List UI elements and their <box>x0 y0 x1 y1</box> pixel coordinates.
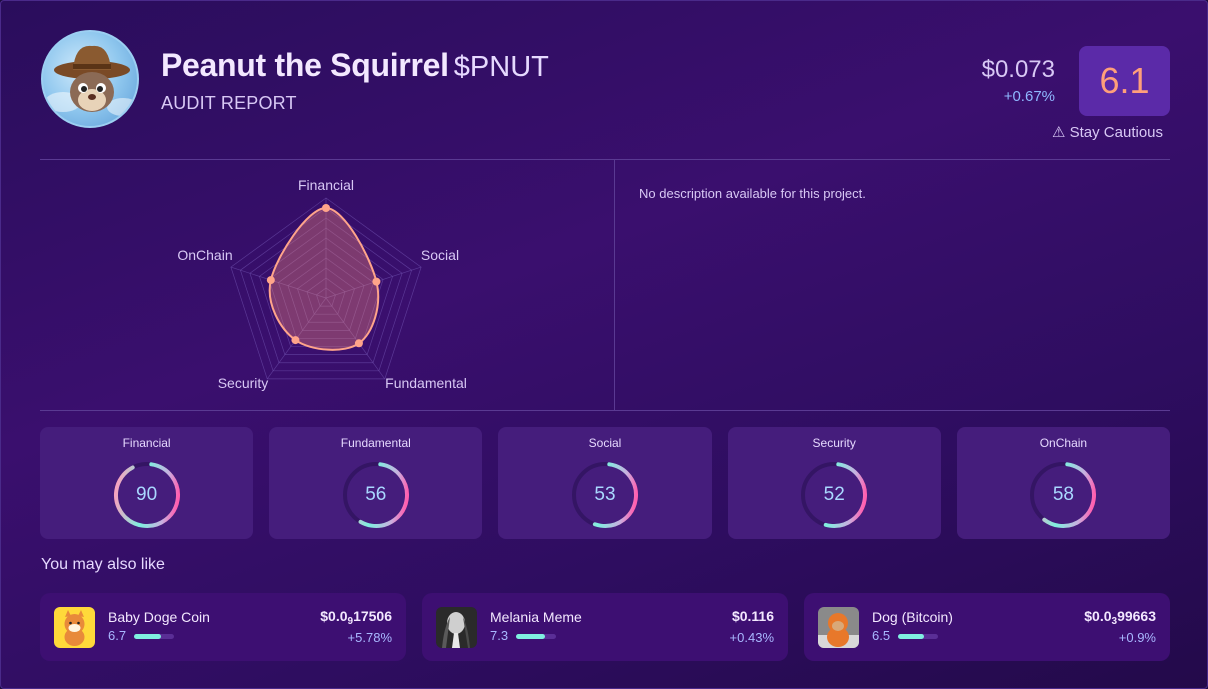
radar-axis-label: Fundamental <box>385 375 467 391</box>
recommendation-change: +0.43% <box>729 630 774 645</box>
recommendation-score-bar <box>898 634 938 639</box>
score-card-label: OnChain <box>1039 436 1088 450</box>
overall-score-badge: 6.1 <box>1079 46 1170 116</box>
project-description: No description available for this projec… <box>639 186 866 201</box>
score-cards: Financial 90 Fundamental <box>40 427 1171 539</box>
recommendation-price: $0.0917506 <box>320 608 392 627</box>
page-subtitle: AUDIT REPORT <box>161 93 297 113</box>
recommendation-change: +5.78% <box>347 630 392 645</box>
baby-doge-logo-icon <box>54 607 95 648</box>
radar-axis-label: Financial <box>298 177 354 193</box>
score-value: 53 <box>594 484 616 505</box>
score-card-security: Security 52 <box>727 427 941 539</box>
recommendation-price: $0.116 <box>731 608 774 624</box>
score-gauge: 53 <box>570 460 640 530</box>
recommendations: Baby Doge Coin 6.7 $0.0917506 +5.78% Mel… <box>40 593 1170 661</box>
divider-middle <box>40 410 1170 411</box>
score-card-label: Fundamental <box>340 436 411 450</box>
recommendation-card[interactable]: Melania Meme 7.3 $0.116 +0.43% <box>422 593 788 661</box>
score-card-label: Financial <box>122 436 171 450</box>
verdict-label: ⚠ Stay Cautious <box>1052 124 1163 141</box>
score-gauge: 90 <box>112 460 182 530</box>
token-price: $0.073 <box>981 56 1055 83</box>
recommendation-name: Dog (Bitcoin) <box>872 609 953 625</box>
project-ticker: $PNUT <box>453 51 549 83</box>
project-name: Peanut the Squirrel <box>161 47 449 83</box>
recommendation-name: Baby Doge Coin <box>108 609 210 625</box>
score-card-onchain: OnChain 58 <box>956 427 1171 539</box>
recommendation-score: 6.5 <box>872 628 891 643</box>
recommendation-card[interactable]: Dog (Bitcoin) 6.5 $0.0399663 +0.9% <box>804 593 1170 661</box>
dog-bitcoin-logo-icon <box>818 607 859 648</box>
score-card-social: Social 53 <box>498 427 712 539</box>
score-gauge: 52 <box>799 460 869 530</box>
recommendation-score-bar <box>516 634 556 639</box>
radar-axis-label: Security <box>218 375 269 391</box>
recommendation-name: Melania Meme <box>490 609 582 625</box>
project-title: Peanut the Squirrel $PNUT <box>161 47 549 84</box>
score-card-financial: Financial 90 <box>40 427 254 539</box>
recommendation-score-bar <box>134 634 174 639</box>
also-like-heading: You may also like <box>41 556 165 573</box>
melania-logo-icon <box>436 607 477 648</box>
divider-top <box>40 159 1170 160</box>
price-change: +0.67% <box>1003 88 1055 105</box>
radar-axis-label: OnChain <box>177 247 232 263</box>
score-card-label: Social <box>588 436 622 450</box>
recommendation-card[interactable]: Baby Doge Coin 6.7 $0.0917506 +5.78% <box>40 593 406 661</box>
divider-vertical <box>614 160 615 410</box>
score-value: 52 <box>823 484 845 505</box>
recommendation-price: $0.0399663 <box>1084 608 1156 627</box>
score-value: 56 <box>365 484 387 505</box>
score-gauge: 56 <box>341 460 411 530</box>
score-gauge: 58 <box>1028 460 1098 530</box>
recommendation-score: 6.7 <box>108 628 127 643</box>
score-value: 58 <box>1052 484 1074 505</box>
recommendation-change: +0.9% <box>1118 630 1156 645</box>
squirrel-cowboy-logo-icon <box>41 30 139 128</box>
radar-axis-label: Social <box>421 247 459 263</box>
recommendation-score: 7.3 <box>490 628 509 643</box>
score-card-label: Security <box>812 436 856 450</box>
score-value: 90 <box>136 484 158 505</box>
score-card-fundamental: Fundamental 56 <box>269 427 483 539</box>
radar-chart: Financial Social Fundamental Security OnChai… <box>161 166 491 406</box>
